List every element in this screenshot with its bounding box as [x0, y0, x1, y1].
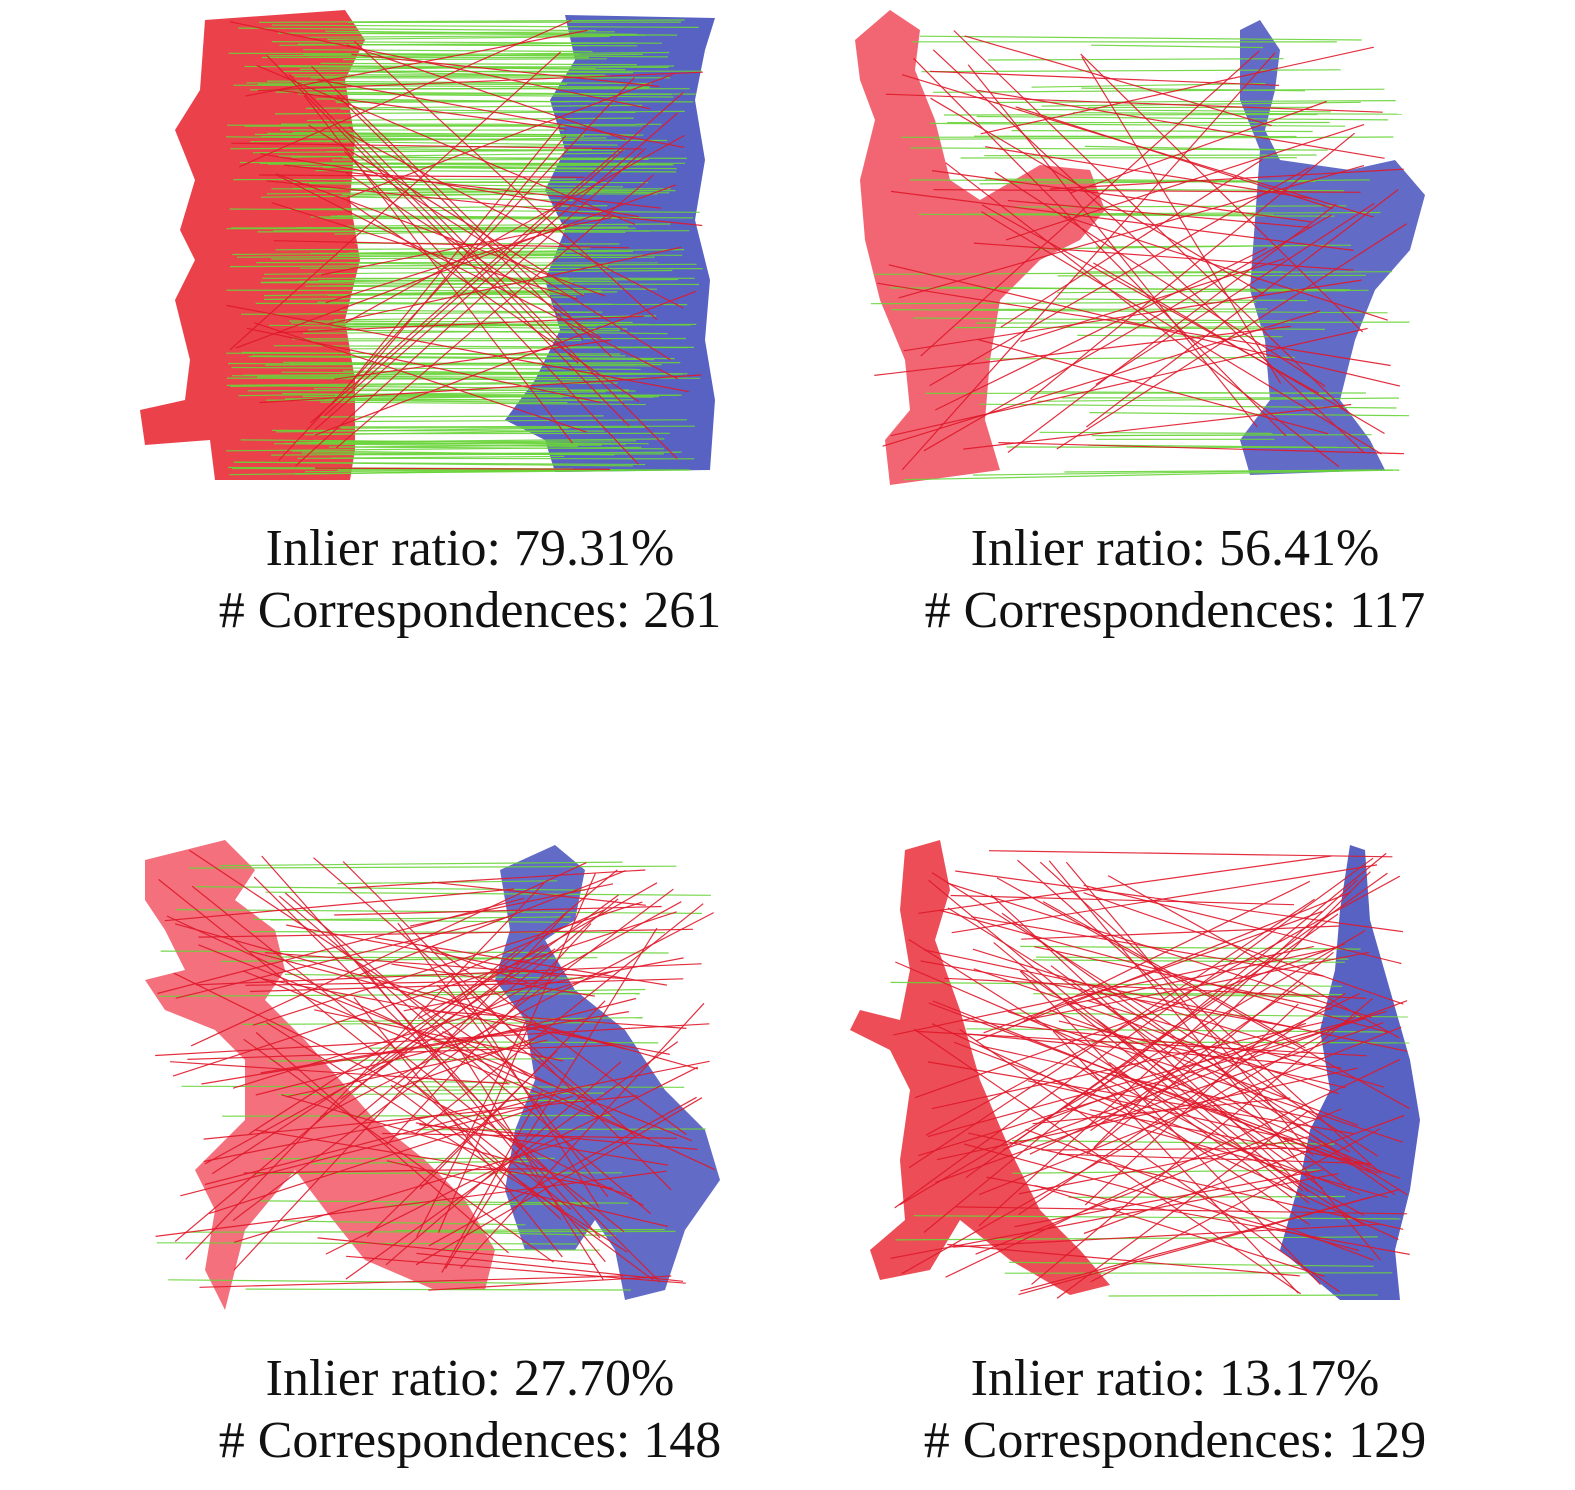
outlier-correspondence-line — [348, 870, 646, 888]
panel-rooster: Inlier ratio: 56.41% # Correspondences: … — [810, 0, 1540, 660]
panel-caption: Inlier ratio: 79.31% # Correspondences: … — [105, 518, 835, 642]
inlier-correspondence-line — [1032, 84, 1266, 88]
inlier-correspondence-line — [988, 59, 1284, 60]
panel-caption: Inlier ratio: 56.41% # Correspondences: … — [810, 518, 1540, 642]
inlier-correspondence-line — [1040, 432, 1273, 433]
correspondences-label: # Correspondences: 148 — [105, 1410, 835, 1472]
inlier-correspondence-line — [1091, 45, 1263, 47]
inlier-correspondence-line — [438, 1249, 600, 1250]
registration-figure-dragon — [105, 0, 835, 520]
outlier-correspondence-line — [1019, 1137, 1310, 1194]
panel-caption: Inlier ratio: 13.17% # Correspondences: … — [810, 1348, 1540, 1472]
source-point-cloud — [855, 10, 1105, 485]
inlier-correspondence-line — [930, 123, 1345, 126]
correspondences-label: # Correspondences: 261 — [105, 580, 835, 642]
outlier-correspondence-line — [1041, 1148, 1316, 1150]
inlier-correspondence-line — [342, 45, 587, 46]
inlier-correspondence-line — [248, 390, 629, 391]
inlier-correspondence-line — [960, 309, 1268, 310]
inlier-correspondence-line — [1099, 435, 1294, 436]
target-point-cloud — [1280, 845, 1420, 1300]
correspondences-label: # Correspondences: 117 — [810, 580, 1540, 642]
inlier-correspondence-line — [944, 115, 1318, 116]
inlier-correspondence-line — [933, 89, 1385, 92]
inlier-correspondence-line — [353, 149, 578, 151]
inlier-correspondence-line — [920, 36, 1362, 40]
inlier-correspondence-line — [189, 866, 676, 868]
panel-dragon: Inlier ratio: 79.31% # Correspondences: … — [105, 0, 835, 660]
inlier-correspondence-line — [222, 1115, 612, 1116]
inlier-correspondence-line — [977, 117, 1389, 120]
inlier-correspondence-line — [986, 357, 1295, 359]
inlier-ratio-label: Inlier ratio: 13.17% — [810, 1348, 1540, 1410]
inlier-correspondence-line — [268, 164, 672, 165]
source-point-cloud — [850, 840, 1110, 1295]
panel-trex: Inlier ratio: 27.70% # Correspondences: … — [105, 830, 835, 1490]
inlier-ratio-label: Inlier ratio: 79.31% — [105, 518, 835, 580]
panel-kangaroo: Inlier ratio: 13.17% # Correspondences: … — [810, 830, 1540, 1490]
outlier-correspondence-line — [955, 871, 1403, 932]
panel-caption: Inlier ratio: 27.70% # Correspondences: … — [105, 1348, 835, 1472]
inlier-correspondence-line — [1018, 109, 1331, 112]
outlier-correspondence-line — [1013, 881, 1310, 1027]
inlier-correspondence-line — [313, 433, 670, 434]
registration-figure-rooster — [810, 0, 1540, 520]
inlier-ratio-label: Inlier ratio: 56.41% — [810, 518, 1540, 580]
correspondences-label: # Correspondences: 129 — [810, 1410, 1540, 1472]
inlier-correspondence-line — [298, 458, 695, 459]
inlier-correspondence-line — [423, 1090, 507, 1091]
outlier-correspondence-line — [952, 865, 1377, 933]
registration-figure-kangaroo — [810, 830, 1540, 1350]
inlier-correspondence-line — [343, 59, 607, 60]
outlier-correspondence-line — [989, 851, 1392, 857]
outlier-correspondence-line — [973, 949, 1295, 1049]
inlier-correspondence-line — [226, 353, 620, 354]
registration-figure-trex — [105, 830, 835, 1350]
inlier-correspondence-line — [412, 1082, 521, 1083]
inlier-ratio-label: Inlier ratio: 27.70% — [105, 1348, 835, 1410]
inlier-correspondence-line — [922, 70, 1341, 72]
inlier-correspondence-line — [266, 892, 711, 895]
inlier-correspondence-line — [901, 137, 1297, 138]
